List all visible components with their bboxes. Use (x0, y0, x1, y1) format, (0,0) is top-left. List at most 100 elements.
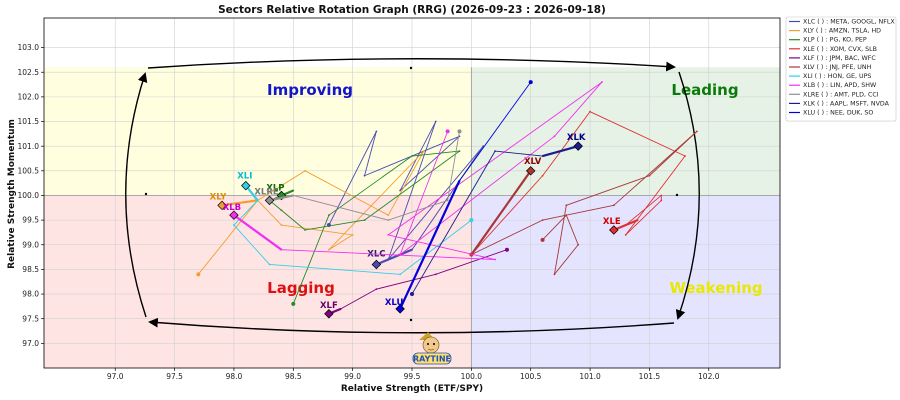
x-tick-label: 102.0 (698, 372, 720, 381)
trail-segment-xlp (328, 155, 413, 216)
trail-segment-xlv (566, 175, 650, 206)
quadrant-leading-bg (471, 67, 780, 196)
y-tick-label: 100.0 (18, 191, 40, 200)
trail-segment-xli (399, 219, 472, 275)
ticker-label-xlb: XLB (223, 203, 241, 213)
legend-entry-xlp: XLP ( ) : PG, KO, PEP (803, 37, 867, 44)
legend: XLC ( ) : META, GOOGL, NFLX XLY ( ) : AMZ… (785, 16, 897, 122)
legend-entry-xlb: XLB ( ) : LIN, APD, SHW (803, 82, 877, 89)
trail-segment-xlf (340, 288, 377, 310)
legend-box (785, 16, 897, 122)
x-tick-label: 100.0 (461, 372, 483, 381)
trail-point-xlb (553, 135, 556, 138)
x-tick-label: 99.5 (404, 372, 421, 381)
trail-segment-xlre (388, 199, 448, 221)
series-xlk: XLK (410, 133, 586, 297)
trail-segment-xly (328, 234, 353, 251)
series-xli: XLI (233, 172, 474, 276)
trail-point-xlp (411, 155, 413, 157)
y-tick-label: 103.0 (18, 43, 40, 52)
rotation-arrow-3 (148, 317, 675, 334)
trail-point-xly (422, 150, 425, 152)
legend-entry-xlf: XLF ( ) : JPM, BAC, WFC (803, 55, 876, 62)
trail-segment-xlv (554, 244, 579, 275)
legend-entry-xlk: XLK ( ) : AAPL, MSFT, NVDA (803, 100, 890, 107)
trail-segment-xlc (375, 248, 413, 266)
trail-point-xlv (612, 204, 615, 207)
legend-entry-xly: XLY ( ) : AMZN, TSLA, HD (803, 28, 881, 35)
trail-point-xlb (399, 253, 402, 256)
trail-point-xly (280, 224, 283, 226)
trail-point-xlc (387, 258, 390, 261)
quadrant-label-improving: Improving (267, 81, 353, 99)
trail-point-xlc (411, 248, 413, 251)
trail-segment-xlv (542, 214, 567, 241)
trail-point-xlp (363, 219, 366, 222)
current-point-xlre (264, 195, 275, 206)
trail-point-xly (351, 234, 354, 236)
trail-point-xly (328, 248, 330, 251)
trail-point-xlv (648, 174, 651, 177)
legend-entry-xlc: XLC ( ) : META, GOOGL, NFLX (803, 19, 895, 26)
trail-start-xlp (291, 301, 296, 306)
x-tick-label: 97.0 (107, 372, 124, 381)
trail-segment-xlb (281, 249, 496, 260)
trail-point-xlre (292, 194, 295, 197)
rotation-arrow-4 (125, 72, 148, 318)
series-xle: XLE (469, 110, 686, 257)
series-xlf: XLF (320, 247, 509, 319)
logo-text: RAYTINE (413, 355, 451, 364)
legend-entry-xli: XLI ( ) : HON, GE, UPS (803, 73, 871, 80)
trail-segment-xlb (233, 214, 283, 251)
trail-point-xlp (458, 150, 461, 152)
trail-segment-xlp (364, 150, 460, 221)
trail-segment-xly (328, 150, 425, 251)
y-tick-label: 99.5 (22, 216, 39, 225)
series-xlp: XLP (266, 150, 461, 306)
legend-entry-xlre: XLRE ( ) : AMT, PLD, CCI (803, 91, 879, 98)
trail-point-xlp (292, 189, 295, 192)
trail-point-xlc (363, 174, 366, 177)
trail-segment-xly (387, 150, 425, 216)
trail-segment-xlc (387, 145, 484, 260)
trail-segment-xlc (399, 135, 460, 191)
trail-start-xlb (445, 129, 450, 134)
trail-point-xlp (280, 209, 283, 212)
trail-segment-xlc (364, 131, 377, 176)
chart-title: Sectors Relative Rotation Graph (RRG) (2… (218, 4, 606, 16)
trail-segment-xlp (411, 150, 460, 157)
trail-segment-xlb (388, 234, 496, 260)
trail-point-xle (541, 174, 544, 177)
ticker-label-xlv: XLV (524, 157, 542, 167)
trail-segment-xlc (399, 121, 437, 191)
trail-point-xlf (434, 273, 437, 276)
trail-point-xlc (375, 130, 378, 133)
y-tick-label: 102.5 (18, 68, 40, 77)
rotation-marker-3 (409, 318, 413, 322)
trail-point-xle (636, 219, 639, 222)
raytine-logo: RAYTINE (412, 332, 452, 365)
x-tick-label: 98.5 (285, 372, 302, 381)
trail-segment-xlv (471, 219, 543, 256)
trail-segment-xlf (435, 249, 508, 275)
trail-segment-xlu (399, 180, 461, 310)
quadrant-label-leading: Leading (671, 81, 738, 99)
ticker-label-xlp: XLP (266, 183, 284, 193)
y-tick-label: 101.0 (18, 142, 40, 151)
trail-point-xle (589, 110, 591, 113)
trail-segment-xli (269, 264, 401, 275)
ticker-label-xlu: XLU (385, 298, 404, 308)
x-axis-label: Relative Strength (ETF/SPY) (341, 384, 483, 394)
x-tick-label: 99.0 (344, 372, 361, 381)
trail-segment-xlp (281, 209, 306, 231)
y-tick-label: 98.0 (22, 290, 39, 299)
ticker-label-xle: XLE (603, 217, 621, 227)
trail-segment-xlv (470, 170, 532, 256)
rotation-marker-2 (675, 193, 679, 197)
trail-segment-xlv (565, 215, 579, 245)
trail-point-xle (624, 234, 627, 236)
y-tick-label: 102.0 (18, 92, 40, 101)
trail-point-xlv (696, 130, 698, 133)
y-tick-label: 100.5 (18, 166, 40, 175)
trail-segment-xlk (411, 150, 496, 295)
